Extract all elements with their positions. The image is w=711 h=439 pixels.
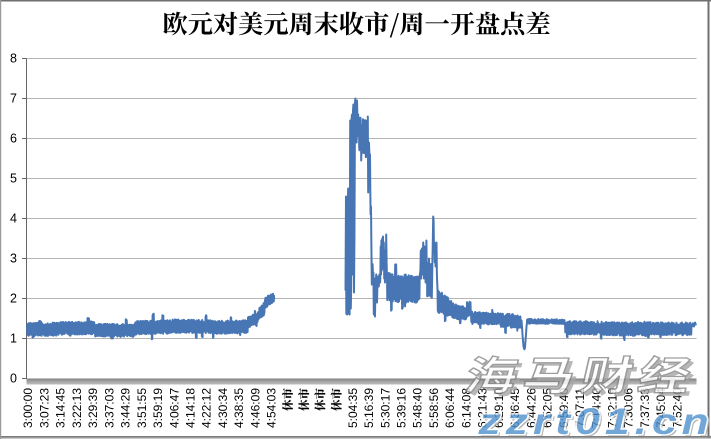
svg-text:7:14:40: 7:14:40 (589, 388, 603, 428)
svg-text:3:44:29: 3:44:29 (119, 388, 133, 428)
svg-text:6:06:44: 6:06:44 (443, 388, 457, 428)
svg-text:6:59:40: 6:59:40 (557, 388, 571, 428)
svg-text:5:16:39: 5:16:39 (362, 388, 376, 428)
svg-text:3:07:23: 3:07:23 (37, 388, 51, 428)
svg-text:3:00:00: 3:00:00 (21, 388, 35, 428)
svg-text:4:46:09: 4:46:09 (248, 388, 262, 428)
svg-text:5:30:17: 5:30:17 (378, 388, 392, 428)
svg-text:7:37:33: 7:37:33 (638, 388, 652, 428)
svg-text:2: 2 (10, 292, 17, 306)
svg-text:4:54:03: 4:54:03 (265, 388, 279, 428)
svg-text:4:22:12: 4:22:12 (200, 388, 214, 428)
svg-text:3:22:13: 3:22:13 (70, 388, 84, 428)
svg-text:7:30:06: 7:30:06 (622, 388, 636, 428)
svg-text:3:51:55: 3:51:55 (135, 388, 149, 428)
svg-text:3:14:45: 3:14:45 (54, 388, 68, 428)
svg-text:7:45:04: 7:45:04 (654, 388, 668, 428)
svg-text:5:48:40: 5:48:40 (411, 388, 425, 428)
svg-text:5:04:35: 5:04:35 (346, 388, 360, 428)
svg-text:4: 4 (10, 212, 17, 226)
svg-text:1: 1 (10, 332, 17, 346)
svg-text:4:14:18: 4:14:18 (184, 388, 198, 428)
svg-text:0: 0 (10, 372, 17, 386)
svg-text:8: 8 (10, 52, 17, 66)
svg-text:7:52:40: 7:52:40 (670, 388, 684, 428)
svg-text:5:58:56: 5:58:56 (427, 388, 441, 428)
svg-text:3:37:03: 3:37:03 (102, 388, 116, 428)
svg-text:6:14:08: 6:14:08 (459, 388, 473, 428)
svg-text:6:52:05: 6:52:05 (541, 388, 555, 428)
svg-text:5: 5 (10, 172, 17, 186)
svg-text:6:44:26: 6:44:26 (524, 388, 538, 428)
svg-text:zzrt01.cn: zzrt01.cn (480, 403, 711, 439)
svg-text:6: 6 (10, 132, 17, 146)
svg-text:4:06:47: 4:06:47 (167, 388, 181, 428)
svg-text:7:07:11: 7:07:11 (573, 388, 587, 427)
svg-text:6:21:43: 6:21:43 (476, 388, 490, 428)
svg-text:5:39:16: 5:39:16 (395, 388, 409, 428)
svg-text:4:38:35: 4:38:35 (232, 388, 246, 428)
svg-text:4:30:34: 4:30:34 (216, 388, 230, 428)
svg-text:7:22:19: 7:22:19 (606, 388, 620, 428)
svg-text:zzrt01.cn: zzrt01.cn (477, 401, 711, 439)
svg-text:3:29:39: 3:29:39 (86, 388, 100, 428)
svg-text:3: 3 (10, 252, 17, 266)
svg-text:3:59:19: 3:59:19 (151, 388, 165, 428)
svg-text:7: 7 (10, 92, 17, 106)
svg-text:6:36:45: 6:36:45 (508, 388, 522, 428)
svg-text:6:29:10: 6:29:10 (492, 388, 506, 428)
